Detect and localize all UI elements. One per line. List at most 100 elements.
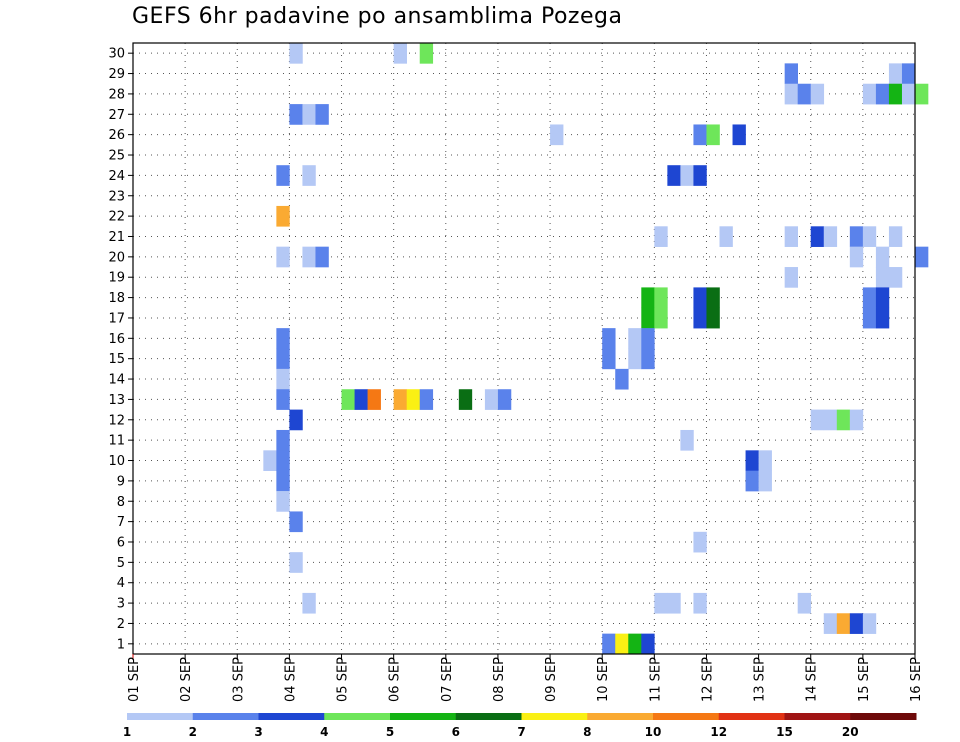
heatmap-cell (497, 389, 512, 410)
x-tick-label: 01 SEP (127, 657, 142, 702)
chart-title: GEFS 6hr padavine po ansamblima Pozega (132, 4, 623, 29)
colorbar-label: 20 (842, 725, 859, 739)
heatmap-cell (758, 450, 772, 471)
colorbar-label: 3 (254, 725, 262, 739)
heatmap-cell (263, 450, 277, 471)
x-tick-label: 11 SEP (648, 657, 663, 702)
heatmap-cell (315, 104, 329, 125)
y-tick-label: 28 (108, 87, 125, 102)
x-tick-label: 14 SEP (805, 657, 820, 702)
heatmap-cell (693, 307, 707, 329)
y-tick-label: 8 (117, 495, 125, 510)
heatmap-cell (602, 348, 616, 370)
y-tick-label: 2 (117, 617, 125, 632)
heatmap-cell (732, 124, 746, 146)
x-tick-label: 12 SEP (700, 657, 715, 702)
heatmap-cell (745, 450, 759, 471)
x-tick-label: 05 SEP (336, 657, 351, 702)
heatmap-cell (276, 348, 290, 370)
colorbar-segment (390, 713, 457, 720)
heatmap-cell (706, 124, 720, 146)
colorbar-label: 12 (710, 725, 727, 739)
heatmap-cell (849, 409, 864, 431)
heatmap-cell (797, 83, 812, 105)
heatmap-cell (888, 83, 903, 105)
heatmap-cell (276, 205, 290, 227)
heatmap-cell (810, 409, 825, 431)
heatmap-cell (862, 83, 877, 105)
heatmap-cell (680, 165, 694, 186)
heatmap-cell (849, 226, 864, 247)
colorbar-label: 4 (320, 725, 328, 739)
heatmap-cell (693, 124, 707, 146)
heatmap-cell (693, 287, 707, 309)
colorbar-label: 6 (452, 725, 460, 739)
colorbar-label: 7 (517, 725, 525, 739)
heatmap-cell (823, 409, 838, 431)
heatmap-cell (641, 328, 655, 349)
colorbar-segment (258, 713, 325, 720)
heatmap-cell (276, 429, 290, 451)
y-tick-label: 30 (108, 47, 125, 62)
heatmap-cell (706, 287, 720, 309)
y-tick-label: 22 (108, 210, 125, 225)
x-tick-label: 04 SEP (283, 657, 298, 702)
colorbar-label: 8 (583, 725, 591, 739)
heatmap-cell (367, 389, 381, 410)
heatmap-cell (276, 246, 290, 268)
heatmap-cell (484, 389, 499, 410)
heatmap-cell (901, 63, 916, 85)
y-tick-label: 5 (117, 556, 125, 571)
x-tick-label: 15 SEP (857, 657, 872, 702)
heatmap-cell (654, 592, 668, 614)
colorbar-segment (784, 713, 851, 720)
heatmap-cell (615, 633, 629, 655)
heatmap-cell (862, 287, 877, 309)
heatmap-cell (602, 633, 616, 655)
x-tick-label: 08 SEP (492, 657, 507, 702)
heatmap-cell (354, 389, 368, 410)
y-tick-label: 10 (108, 454, 125, 469)
heatmap-cell (615, 368, 629, 390)
heatmap-cell (641, 633, 655, 655)
heatmap-cell (289, 409, 303, 431)
heatmap-cell (810, 83, 825, 105)
y-tick-label: 21 (108, 230, 125, 245)
y-tick-label: 9 (117, 474, 125, 489)
colorbar-label: 5 (386, 725, 394, 739)
x-tick-label: 03 SEP (231, 657, 246, 702)
plot-border (132, 42, 916, 655)
y-tick-label: 23 (108, 189, 125, 204)
colorbar-segment (521, 713, 588, 720)
heatmap-cell (341, 389, 355, 410)
x-tick-label: 09 SEP (544, 657, 559, 702)
heatmap-cell (641, 307, 655, 329)
heatmap-cell (289, 43, 303, 64)
y-tick-label: 26 (108, 128, 125, 143)
heatmap-cell (276, 368, 290, 390)
heatmap-cell (302, 246, 316, 268)
x-tick-label: 10 SEP (596, 657, 611, 702)
heatmap-cell (667, 165, 681, 186)
heatmap-cell (406, 389, 421, 410)
heatmap-cell (693, 592, 707, 614)
heatmap-cell (888, 226, 903, 247)
heatmap-cell (849, 246, 864, 268)
plot-frame (132, 42, 916, 655)
heatmap-cell (315, 246, 329, 268)
heatmap-cell (302, 165, 316, 186)
colorbar-label: 2 (189, 725, 197, 739)
heatmap-cell (680, 429, 694, 451)
y-tick-label: 12 (108, 413, 125, 428)
heatmap-cell (628, 348, 642, 370)
y-tick-label: 29 (108, 67, 125, 82)
colorbar-segment (653, 713, 720, 720)
heatmap-cell (393, 43, 407, 64)
heatmap-cell (888, 63, 903, 85)
x-axis: 01 SEP 02 SEP 03 SEP 04 SEP 05 SEP 06 SEP 07 S… (127, 654, 924, 702)
y-tick-label: 1 (117, 637, 125, 652)
heatmap-cell (862, 613, 877, 634)
heatmap-cell (419, 43, 434, 64)
heatmap-cell (276, 450, 290, 471)
